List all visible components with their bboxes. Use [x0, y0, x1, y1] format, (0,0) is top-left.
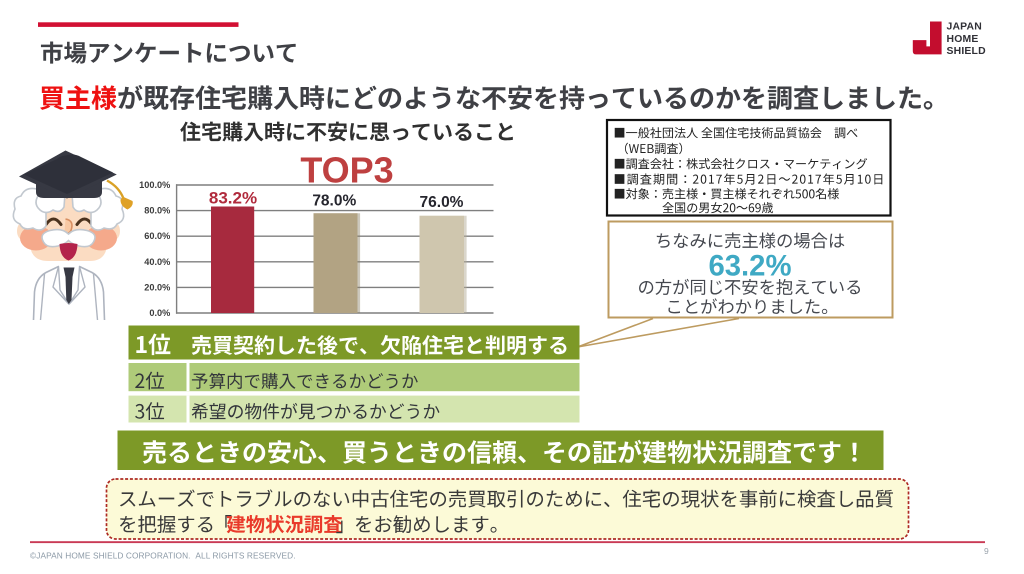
svg-text:20.0%: 20.0% — [144, 282, 170, 292]
svg-text:TOP3: TOP3 — [300, 150, 393, 191]
svg-text:40.0%: 40.0% — [144, 257, 170, 267]
svg-text:63.2%: 63.2% — [708, 249, 791, 282]
svg-text:100.0%: 100.0% — [139, 180, 170, 190]
svg-text:83.2%: 83.2% — [209, 188, 257, 207]
svg-text:60.0%: 60.0% — [144, 231, 170, 241]
svg-text:80.0%: 80.0% — [144, 206, 170, 216]
svg-text:JAPAN: JAPAN — [947, 22, 982, 33]
svg-text:SHIELD: SHIELD — [947, 46, 987, 57]
svg-text:78.0%: 78.0% — [312, 192, 356, 209]
svg-text:76.0%: 76.0% — [420, 194, 464, 211]
svg-text:HOME: HOME — [947, 34, 979, 45]
svg-text:9: 9 — [984, 546, 989, 556]
svg-text:©JAPAN HOME SHIELD CORPORATION: ©JAPAN HOME SHIELD CORPORATION. ALL RIGH… — [30, 550, 296, 560]
svg-text:0.0%: 0.0% — [149, 308, 170, 318]
